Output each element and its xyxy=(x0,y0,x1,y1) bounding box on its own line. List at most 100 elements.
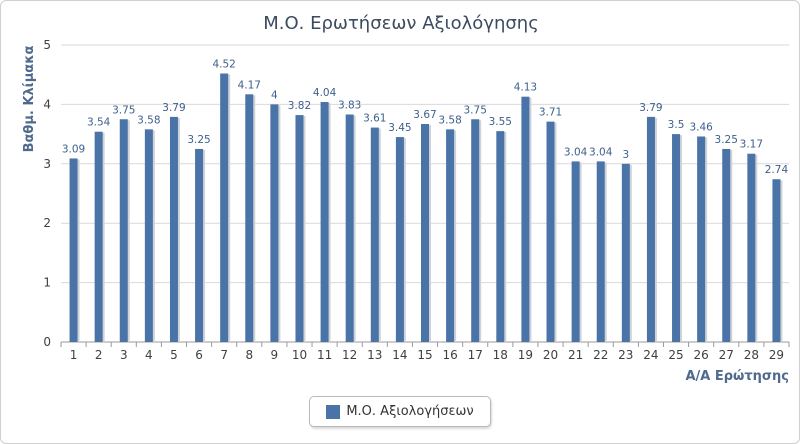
data-label: 3.61 xyxy=(363,113,386,125)
data-label: 3.58 xyxy=(438,114,461,126)
bar xyxy=(646,116,655,343)
y-tick-label: 3 xyxy=(43,157,51,171)
y-axis-title: Βαθμ. Κλίμακα xyxy=(22,46,37,153)
x-tick-label: 8 xyxy=(245,348,253,362)
x-tick-label: 28 xyxy=(744,348,759,362)
data-label: 3.54 xyxy=(87,117,111,129)
bar xyxy=(370,127,379,342)
data-label: 3.75 xyxy=(464,104,487,116)
data-label: 4 xyxy=(271,89,278,101)
data-label: 3.17 xyxy=(740,139,763,151)
chart-title: Μ.Ο. Ερωτήσεων Αξιολόγησης xyxy=(263,13,539,34)
bar xyxy=(672,134,681,342)
x-tick-label: 16 xyxy=(442,348,457,362)
data-label: 4.13 xyxy=(514,82,537,94)
bar xyxy=(320,102,329,342)
x-tick-label: 12 xyxy=(342,348,357,362)
bar xyxy=(195,148,204,342)
y-tick-label: 4 xyxy=(43,97,51,111)
bar xyxy=(496,131,505,342)
legend-label: Μ.Ο. Αξιολογήσεων xyxy=(346,404,474,419)
x-tick-label: 9 xyxy=(271,348,279,362)
data-label: 3.55 xyxy=(489,116,512,128)
x-tick-label: 7 xyxy=(220,348,228,362)
bar xyxy=(94,131,103,342)
bar xyxy=(596,161,605,342)
legend-swatch xyxy=(326,404,341,419)
data-label: 3.83 xyxy=(338,99,361,111)
data-label: 3.5 xyxy=(668,119,685,131)
bar xyxy=(747,153,756,342)
y-tick-label: 2 xyxy=(43,216,51,230)
bar xyxy=(295,115,304,342)
x-tick-label: 29 xyxy=(769,348,784,362)
x-tick-label: 15 xyxy=(417,348,432,362)
bars-group xyxy=(69,73,783,343)
y-tick-label: 0 xyxy=(43,335,51,349)
data-label: 3.75 xyxy=(112,104,135,116)
x-tick-label: 19 xyxy=(518,348,533,362)
bar xyxy=(421,124,429,342)
bar xyxy=(245,94,254,342)
x-tick-label: 23 xyxy=(618,348,633,362)
x-tick-label: 3 xyxy=(120,348,128,362)
data-label: 4.04 xyxy=(313,87,337,99)
bar xyxy=(471,119,480,342)
bar xyxy=(546,121,555,342)
y-tick-label: 1 xyxy=(43,276,51,290)
x-tick-label: 18 xyxy=(493,348,508,362)
bar xyxy=(395,137,404,342)
data-label: 3.25 xyxy=(715,134,738,146)
x-tick-label: 1 xyxy=(70,348,78,362)
data-label: 3.82 xyxy=(288,100,311,112)
data-label: 4.52 xyxy=(212,59,235,71)
x-tick-label: 20 xyxy=(543,348,558,362)
data-label: 3.79 xyxy=(162,102,185,114)
data-label: 3.04 xyxy=(589,146,613,158)
x-tick-label: 24 xyxy=(643,348,658,362)
x-tick-label: 25 xyxy=(668,348,683,362)
bar xyxy=(270,104,279,343)
x-tick-label: 10 xyxy=(292,348,307,362)
data-label: 3 xyxy=(622,149,629,161)
x-tick-label: 27 xyxy=(719,348,734,362)
data-label: 3.67 xyxy=(413,109,436,121)
bar xyxy=(621,163,630,342)
x-tick-label: 22 xyxy=(593,348,608,362)
data-labels-group: 3.093.543.753.583.793.254.524.1743.824.0… xyxy=(62,59,789,177)
data-label: 3.04 xyxy=(564,146,588,158)
x-tick-label: 13 xyxy=(367,348,382,362)
bar xyxy=(722,148,731,342)
data-label: 3.45 xyxy=(388,122,411,134)
bar xyxy=(697,136,706,342)
x-tick-label: 2 xyxy=(95,348,103,362)
bar xyxy=(144,129,153,342)
data-label: 2.74 xyxy=(765,164,789,176)
data-label: 3.71 xyxy=(539,107,562,119)
bar xyxy=(345,114,354,342)
data-label: 3.58 xyxy=(137,114,160,126)
bar xyxy=(772,179,781,342)
bar xyxy=(69,158,78,342)
x-tick-label: 26 xyxy=(693,348,708,362)
bar xyxy=(521,96,530,342)
data-label: 3.46 xyxy=(689,121,713,133)
bar xyxy=(119,119,128,342)
data-label: 4.17 xyxy=(238,79,261,91)
data-label: 3.25 xyxy=(187,134,210,146)
x-tick-label: 17 xyxy=(468,348,483,362)
data-label: 3.09 xyxy=(62,143,85,155)
x-axis-title: Α/Α Ερώτησης xyxy=(685,369,789,384)
x-tick-label: 14 xyxy=(392,348,407,362)
x-tick-label: 5 xyxy=(170,348,178,362)
bar xyxy=(220,73,229,343)
data-label: 3.79 xyxy=(639,102,662,114)
x-tick-label: 4 xyxy=(145,348,153,362)
x-tick-label: 6 xyxy=(195,348,203,362)
bar xyxy=(571,161,580,342)
y-tick-label: 5 xyxy=(43,38,51,52)
bar xyxy=(169,116,178,343)
